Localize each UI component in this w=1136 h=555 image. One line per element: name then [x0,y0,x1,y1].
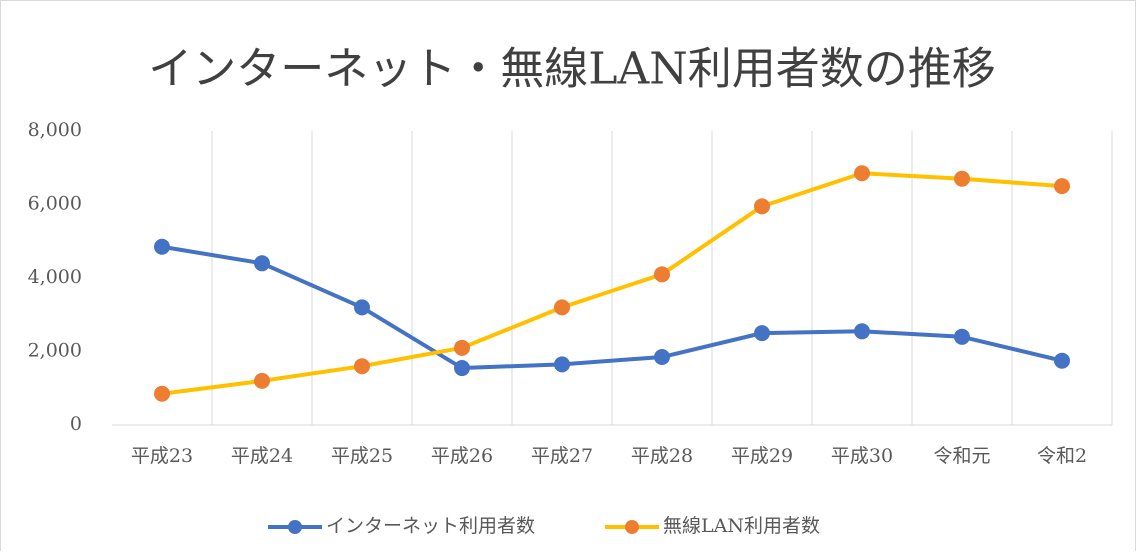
data-point [354,358,370,375]
data-point [454,360,470,377]
data-point [954,170,970,187]
x-tick-label: 平成27 [531,445,593,467]
y-tick-label: 6,000 [28,193,82,215]
data-point [854,165,870,182]
data-point [1054,178,1070,195]
x-tick-label: 平成25 [331,445,393,467]
data-point [1054,352,1070,369]
x-tick-label: 平成28 [631,445,693,467]
data-point [654,349,670,366]
data-point [354,299,370,316]
data-point [154,385,170,402]
x-tick-label: 平成23 [131,445,193,467]
data-point [154,238,170,255]
data-point [554,356,570,373]
data-point [754,325,770,342]
x-tick-label: 令和2 [1037,445,1087,467]
x-tick-label: 平成24 [231,445,293,467]
chart-title: インターネット・無線LAN利用者数の推移 [148,44,996,95]
data-point [254,255,270,272]
series-line [161,171,1063,396]
x-tick-label: 平成29 [731,445,793,467]
data-point [954,328,970,345]
data-point [854,323,870,340]
y-tick-label: 8,000 [28,119,82,141]
y-tick-label: 0 [70,413,82,435]
y-tick-label: 2,000 [28,340,82,362]
data-point [754,198,770,215]
legend-marker [288,520,302,534]
legend-label: インターネット利用者数 [326,515,535,537]
series-line [161,244,1063,371]
data-point [454,339,470,356]
x-tick-label: 平成30 [831,445,893,467]
legend-marker [625,520,640,534]
data-point [554,299,570,316]
x-tick-label: 令和元 [933,445,990,467]
legend-label: 無線LAN利用者数 [663,515,820,537]
y-tick-label: 4,000 [28,266,82,288]
x-tick-label: 平成26 [431,445,493,467]
data-point [654,266,670,283]
data-point [254,372,270,389]
